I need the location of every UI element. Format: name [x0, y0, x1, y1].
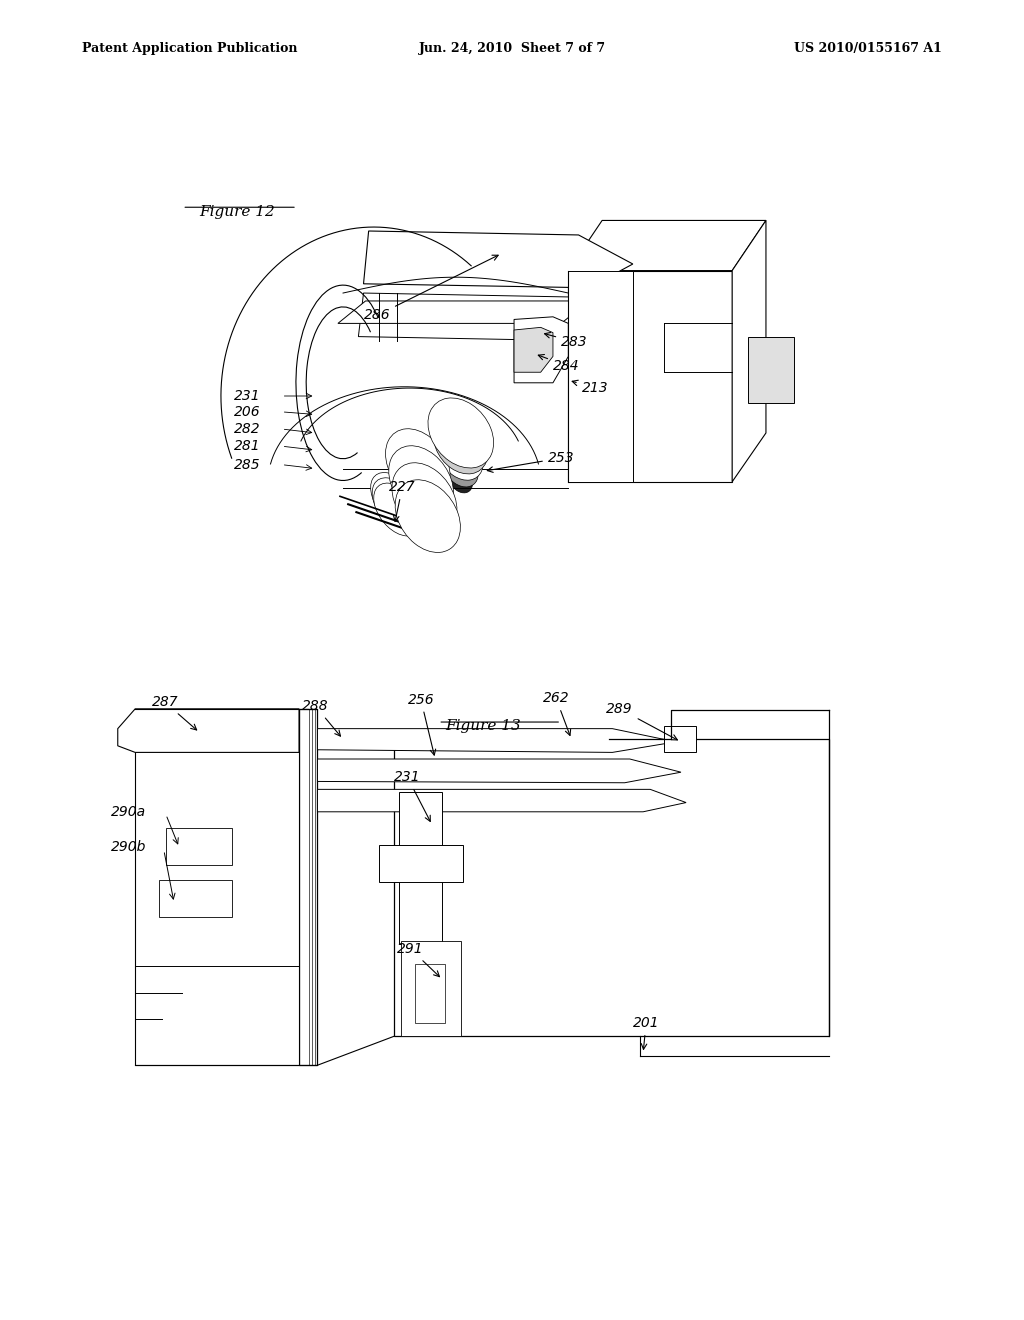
Ellipse shape — [428, 397, 494, 469]
Bar — [159, 880, 232, 917]
Text: 206: 206 — [233, 405, 260, 418]
Text: 213: 213 — [572, 380, 608, 395]
Polygon shape — [118, 709, 299, 752]
Bar — [664, 726, 696, 752]
Ellipse shape — [385, 429, 451, 500]
Text: Jun. 24, 2010  Sheet 7 of 7: Jun. 24, 2010 Sheet 7 of 7 — [419, 42, 605, 55]
Text: Figure 12: Figure 12 — [200, 205, 275, 219]
Polygon shape — [358, 293, 609, 341]
Text: 288: 288 — [302, 700, 340, 737]
Text: 290a: 290a — [111, 805, 145, 818]
Text: 201: 201 — [633, 1016, 659, 1049]
Text: 287: 287 — [152, 696, 197, 730]
Ellipse shape — [372, 478, 420, 531]
Text: 227: 227 — [389, 480, 416, 521]
Text: 253: 253 — [487, 451, 574, 473]
Polygon shape — [568, 271, 732, 482]
Text: 283: 283 — [545, 333, 588, 348]
Text: 284: 284 — [539, 355, 580, 372]
Polygon shape — [317, 789, 686, 812]
Text: 256: 256 — [408, 693, 435, 755]
Polygon shape — [364, 231, 633, 288]
Text: 291: 291 — [397, 942, 439, 977]
Polygon shape — [135, 709, 299, 1065]
Bar — [415, 964, 445, 1023]
Bar — [399, 792, 442, 944]
Text: 285: 285 — [233, 458, 260, 471]
Ellipse shape — [392, 463, 457, 535]
Polygon shape — [317, 759, 681, 783]
Polygon shape — [568, 220, 766, 271]
Ellipse shape — [371, 473, 418, 525]
Text: Patent Application Publication: Patent Application Publication — [82, 42, 297, 55]
Text: 286: 286 — [364, 255, 498, 322]
Bar — [299, 709, 317, 1065]
Ellipse shape — [395, 479, 461, 553]
Polygon shape — [338, 301, 589, 323]
Polygon shape — [748, 337, 794, 403]
Ellipse shape — [389, 446, 454, 517]
Text: 290b: 290b — [111, 841, 146, 854]
Ellipse shape — [443, 450, 478, 487]
Bar — [166, 828, 232, 865]
Text: 231: 231 — [394, 771, 430, 821]
Bar — [379, 845, 463, 882]
Polygon shape — [732, 220, 766, 482]
Bar — [401, 941, 461, 1036]
Text: 231: 231 — [233, 389, 260, 403]
Text: Figure 13: Figure 13 — [445, 719, 521, 734]
Ellipse shape — [434, 416, 487, 474]
Text: 281: 281 — [233, 440, 260, 453]
Text: US 2010/0155167 A1: US 2010/0155167 A1 — [795, 42, 942, 55]
Text: 289: 289 — [606, 702, 678, 741]
Polygon shape — [317, 729, 676, 752]
Text: 262: 262 — [543, 692, 570, 735]
Ellipse shape — [438, 433, 483, 480]
Text: 282: 282 — [233, 422, 260, 436]
Ellipse shape — [374, 483, 421, 536]
Polygon shape — [568, 271, 633, 482]
Polygon shape — [514, 317, 568, 383]
Ellipse shape — [450, 469, 472, 492]
Bar — [394, 739, 829, 1036]
Polygon shape — [514, 327, 553, 372]
